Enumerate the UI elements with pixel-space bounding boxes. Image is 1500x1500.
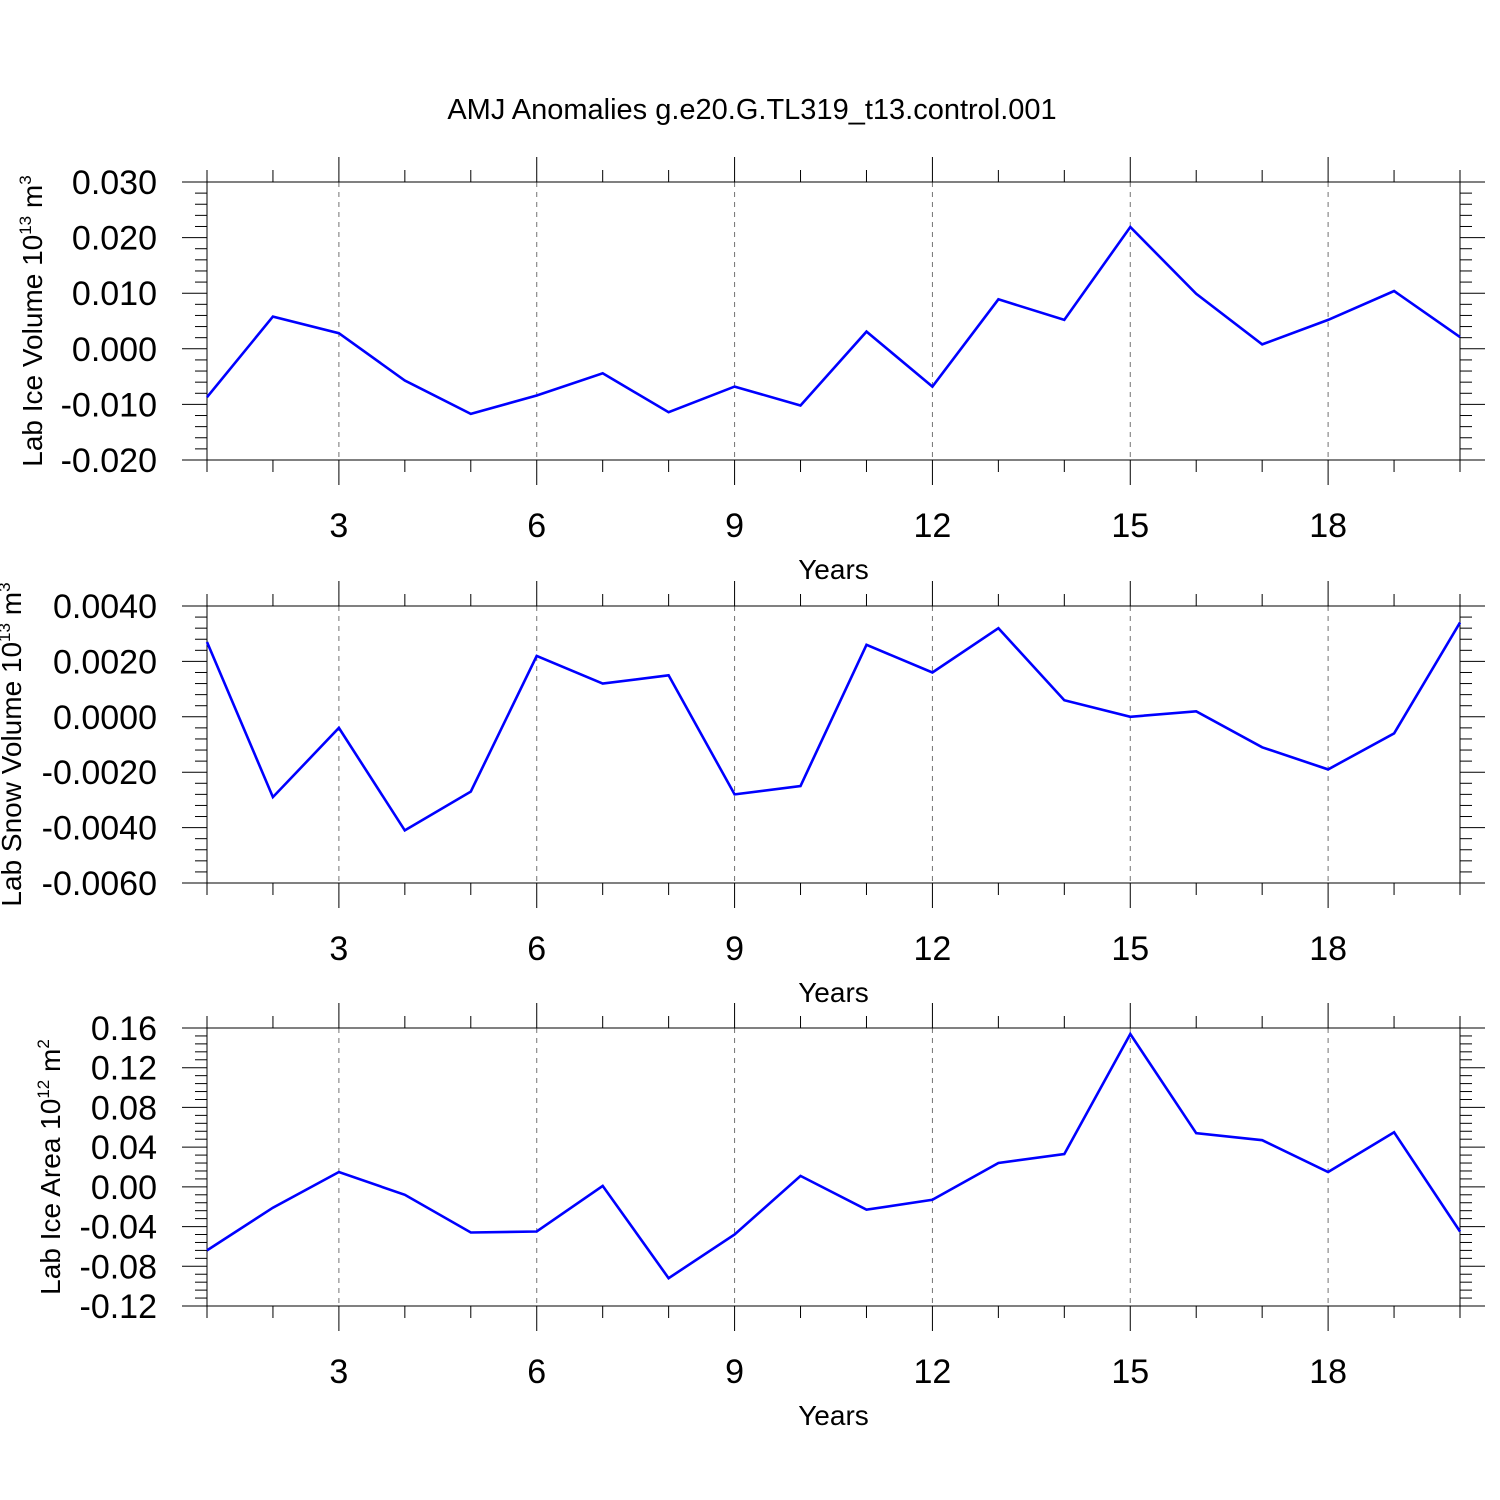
x-tick-label: 15 — [1111, 930, 1149, 968]
series-line — [206, 1031, 1462, 1280]
y-tick-label: 0.0000 — [53, 699, 157, 737]
x-tick-label: 15 — [1111, 507, 1149, 545]
y-tick-label: 0.0040 — [53, 588, 157, 626]
y-axis-title: Lab Snow Volume 1013 m3 — [0, 582, 27, 906]
y-tick-label: 0.00 — [91, 1169, 157, 1207]
y-tick-label: -0.0020 — [42, 754, 157, 792]
y-tick-label: 0.000 — [72, 331, 157, 369]
x-tick-label: 18 — [1309, 507, 1347, 545]
x-tick-label: 18 — [1309, 1353, 1347, 1391]
y-tick-label: -0.12 — [80, 1288, 158, 1326]
x-axis-title: Years — [798, 554, 869, 585]
x-tick-label: 9 — [725, 1353, 744, 1391]
y-tick-label: -0.0060 — [42, 865, 157, 903]
x-tick-label: 18 — [1309, 930, 1347, 968]
x-tick-label: 12 — [914, 930, 952, 968]
x-tick-label: 9 — [725, 507, 744, 545]
x-tick-label: 15 — [1111, 1353, 1149, 1391]
y-axis-title: Lab Ice Volume 1013 m3 — [16, 175, 48, 466]
x-tick-label: 9 — [725, 930, 744, 968]
x-tick-label: 6 — [527, 930, 546, 968]
panel-2: 3 6 9 12 15 18 Years -0.0060 -0.0040 -0.0020 0.000… — [0, 581, 1485, 1008]
y-tick-label: -0.0040 — [42, 810, 157, 848]
y-tick-label: 0.04 — [91, 1129, 157, 1167]
y-tick-label: -0.020 — [61, 442, 157, 480]
plot-frame — [206, 1027, 1461, 1307]
y-tick-label: 0.08 — [91, 1089, 157, 1127]
x-tick-label: 3 — [329, 930, 348, 968]
x-tick-label: 3 — [329, 1353, 348, 1391]
series-line — [205, 224, 1461, 416]
plot-frame — [206, 605, 1461, 884]
x-axis-title: Years — [798, 977, 869, 1008]
x-tick-label: 3 — [329, 507, 348, 545]
y-tick-label: -0.04 — [80, 1209, 158, 1247]
x-axis-title: Years — [798, 1400, 869, 1431]
series-line — [205, 621, 1462, 833]
y-tick-label: -0.010 — [61, 386, 157, 424]
y-tick-label: 0.12 — [91, 1050, 157, 1088]
x-tick-label: 12 — [914, 1353, 952, 1391]
chart-title: AMJ Anomalies g.e20.G.TL319_t13.control.… — [447, 94, 1056, 126]
y-tick-label: 0.0020 — [53, 643, 157, 681]
plot-frame — [206, 181, 1461, 461]
y-axis-title: Lab Ice Area 1012 m2 — [34, 1039, 66, 1295]
y-tick-label: -0.08 — [80, 1248, 158, 1286]
y-tick-label: 0.030 — [72, 164, 157, 202]
y-tick-label: 0.020 — [72, 220, 157, 258]
panel-3: 3 6 9 12 15 18 Years -0.12-0.08-0.040.000.040.0… — [34, 1003, 1485, 1431]
x-tick-label: 6 — [527, 1353, 546, 1391]
y-tick-label: 0.16 — [91, 1010, 157, 1048]
panel-1: 3 6 9 12 15 18 Years -0.020 -0.010 0.000 0.010 0.02… — [16, 157, 1485, 585]
x-tick-label: 6 — [527, 507, 546, 545]
y-tick-label: 0.010 — [72, 275, 157, 313]
x-tick-label: 12 — [914, 507, 952, 545]
